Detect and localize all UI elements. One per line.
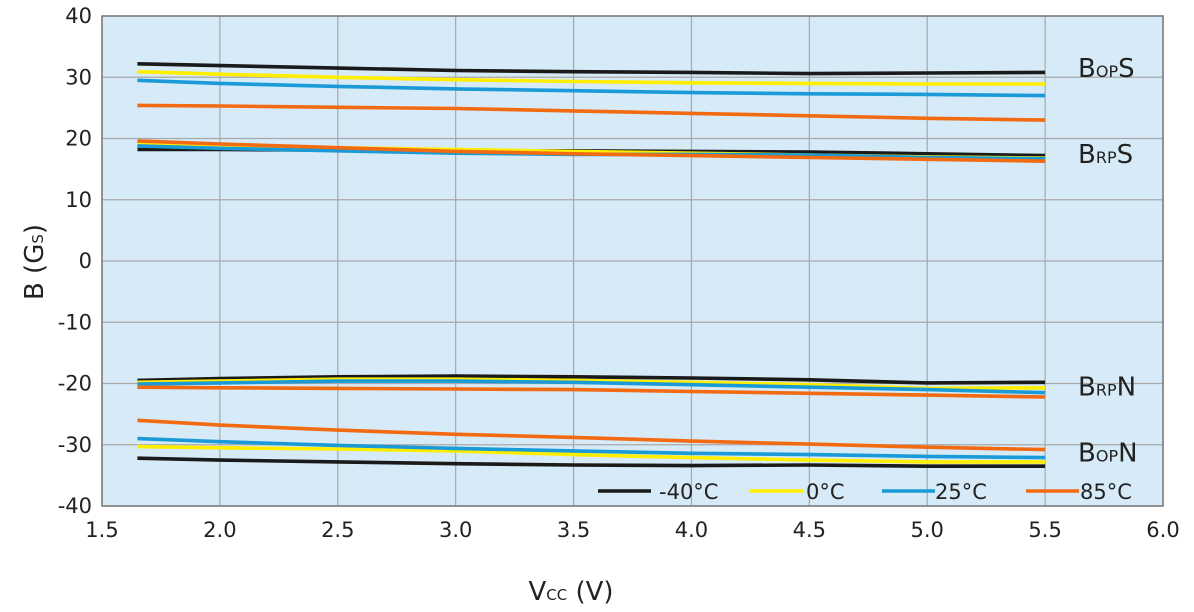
series-line-0-25C [137,78,1046,98]
x-tick-label: 2.0 [203,518,236,542]
y-axis-label-main: B (G [20,244,50,300]
curve-label: BOPN [1078,439,1138,469]
y-tick-label: 30 [65,65,92,89]
x-axis-label: VCC (V) [528,577,613,607]
y-tick-labels: 40 30 20 10 0 -10 -20 -30 -40 [58,4,92,518]
series-line-1-85C [137,139,1046,163]
y-tick-label: 10 [65,188,92,212]
x-tick-label: 4.5 [793,518,826,542]
plot-frame [101,15,1164,507]
series-line-0-0C [137,69,1046,86]
x-tick-label: 4.0 [675,518,708,542]
series-line-3-85C [137,418,1046,452]
y-tick-label: 20 [65,127,92,151]
series-line-0--40C [137,62,1046,76]
legend-label: 85°C [1080,480,1132,504]
curve-label-subscript: OP [1096,62,1119,81]
y-tick-label: -40 [58,494,92,518]
series-line-3--40C [137,456,1046,469]
y-tick-label: 0 [79,249,92,273]
curve-label-main: B [1078,439,1096,469]
x-tick-label: 3.0 [439,518,472,542]
curve-label-subscript: RP [1096,148,1117,167]
curve-label-main: B [1078,140,1096,170]
curve-label-subscript: RP [1096,381,1117,400]
y-axis-label-unit: ) [20,224,50,234]
legend-label: 25°C [935,480,987,504]
x-axis-label-main: V [528,577,546,607]
x-tick-label: 1.5 [85,518,118,542]
y-tick-label: 40 [65,4,92,28]
x-tick-labels: 1.5 2.0 2.5 3.0 3.5 4.0 4.5 5.0 5.5 6.0 [85,518,1179,542]
y-axis-label-subscript: S [29,234,47,244]
y-tick-label: -30 [58,433,92,457]
curve-label: BRPS [1078,140,1133,170]
curve-label-main: B [1078,373,1096,403]
y-tick-label: -20 [58,372,92,396]
curve-label-subscript: OP [1096,447,1119,466]
curve-label-tail: S [1117,140,1134,170]
x-tick-label: 5.0 [911,518,944,542]
x-tick-label: 5.5 [1028,518,1061,542]
series-line-2-85C [137,385,1046,399]
legend: -40°C 0°C 25°C 85°C [598,480,1132,504]
series-line-3-0C [137,444,1046,464]
legend-label: -40°C [659,480,718,504]
curve-label-main: B [1078,54,1096,84]
x-tick-label: 3.5 [557,518,590,542]
x-tick-label: 2.5 [321,518,354,542]
series-line-2-25C [137,379,1046,395]
curve-label-tail: S [1118,54,1135,84]
x-tick-label: 6.0 [1146,518,1179,542]
series-line-2--40C [137,374,1046,385]
curve-label: BOPS [1078,54,1135,84]
y-tick-label: -10 [58,310,92,334]
series-line-3-25C [137,436,1046,460]
x-axis-label-subscript: CC [546,586,567,604]
series-line-0-85C [137,103,1046,122]
y-axis-label: B (GS) [20,224,50,300]
curve-label-tail: N [1117,373,1136,403]
series-lines [137,62,1046,469]
x-axis-label-unit: (V) [567,577,613,607]
curve-label: BRPN [1078,373,1136,403]
legend-label: 0°C [806,480,845,504]
curve-label-tail: N [1118,439,1137,469]
